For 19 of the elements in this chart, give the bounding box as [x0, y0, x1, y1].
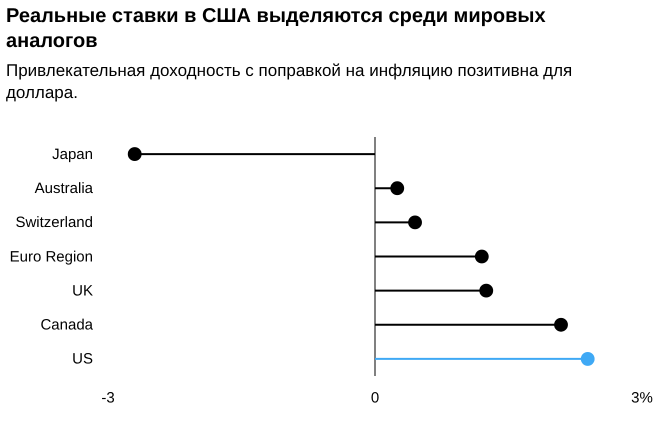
point: [479, 284, 494, 298]
y-tick-label: Euro Region: [10, 248, 93, 266]
y-tick-label: UK: [72, 282, 93, 300]
y-tick-label: US: [72, 350, 93, 368]
x-tick-label: 0: [370, 390, 380, 407]
chart-subtitle: Привлекательная доходность с поправкой на инфляцию позитивна для доллара.: [6, 60, 574, 104]
y-tick-label: Australia: [34, 180, 94, 198]
y-tick-label: Switzerland: [15, 214, 93, 232]
x-tick-label: 3%: [631, 390, 653, 407]
point: [554, 318, 568, 332]
y-tick-label: Japan: [52, 146, 93, 163]
point: [580, 352, 595, 366]
chart-title: Реальные ставки в США выделяются среди мировых аналогов: [6, 4, 547, 54]
point: [128, 147, 142, 161]
point: [474, 250, 489, 264]
point: [390, 181, 404, 196]
point: [408, 215, 422, 230]
y-tick-label: Canada: [40, 316, 94, 334]
x-tick-label: -3: [101, 390, 115, 407]
